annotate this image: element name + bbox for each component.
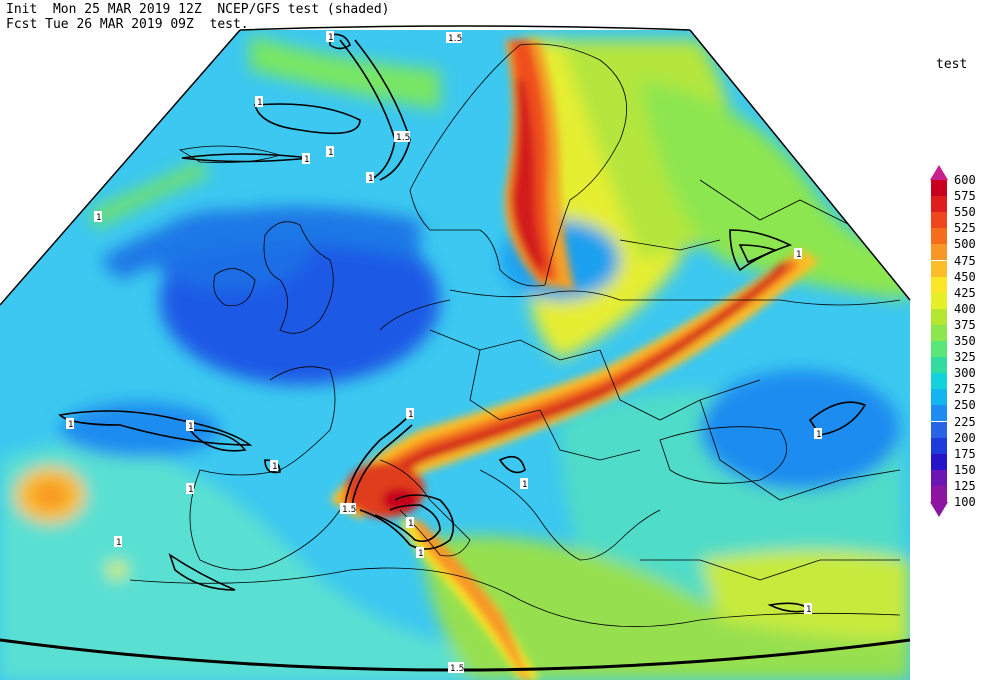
legend-swatch	[931, 244, 947, 261]
legend-swatch	[931, 453, 947, 470]
legend-swatch	[931, 324, 947, 341]
legend-swatch	[931, 485, 947, 502]
contour-label-group: 1.5 1 1 1 1 1.5 1 1 1 1 1 1 1 1 1 1 1.5 …	[66, 31, 822, 674]
legend-label: 125	[954, 478, 976, 493]
svg-text:1: 1	[68, 420, 74, 430]
contour-label: 1	[302, 153, 310, 165]
legend-swatch	[931, 389, 947, 406]
legend-label: 150	[954, 462, 976, 477]
legend-swatch	[931, 212, 947, 229]
svg-text:1: 1	[257, 98, 263, 108]
color-legend: 600 575 550 525 500 475 450 425 400 375 350 325 300 2…	[930, 165, 1000, 517]
legend-label: 400	[954, 301, 976, 316]
legend-swatch	[931, 276, 947, 293]
legend-swatch	[931, 469, 947, 486]
legend-label: 575	[954, 189, 976, 204]
legend-label: 475	[954, 253, 976, 268]
contour-label: 1	[326, 146, 334, 158]
contour-label: 1	[255, 96, 263, 108]
svg-text:1: 1	[806, 605, 812, 615]
legend-swatch	[931, 373, 947, 390]
legend-bottom-arrow	[930, 502, 948, 517]
contour-label: 1	[270, 460, 278, 472]
svg-text:1: 1	[188, 485, 194, 495]
contour-label: 1	[794, 248, 802, 260]
legend-title: test	[936, 57, 968, 72]
legend-swatch	[931, 292, 947, 309]
svg-text:1.5: 1.5	[342, 505, 356, 515]
contour-label: 1	[804, 603, 812, 615]
contour-label: 1	[366, 172, 374, 184]
svg-text:1.5: 1.5	[450, 664, 464, 674]
legend-swatch	[931, 437, 947, 454]
svg-text:1: 1	[418, 549, 424, 559]
legend-label: 500	[954, 237, 976, 252]
contour-label: 1.5	[446, 32, 462, 44]
svg-text:1: 1	[796, 250, 802, 260]
contour-label: 1	[186, 483, 194, 495]
svg-text:1: 1	[368, 174, 374, 184]
svg-text:1: 1	[116, 538, 122, 548]
legend-swatch	[931, 260, 947, 277]
legend-label: 300	[954, 366, 976, 381]
legend-swatch	[931, 196, 947, 213]
svg-text:1.5: 1.5	[448, 34, 462, 44]
legend-label: 350	[954, 334, 976, 348]
contour-label: 1	[114, 536, 122, 548]
svg-text:1: 1	[408, 519, 414, 529]
legend-label: 250	[954, 398, 976, 413]
forecast-line: Fcst Tue 26 MAR 2019 09Z test.	[6, 17, 249, 32]
contour-label: 1.5	[448, 662, 464, 674]
contour-label: 1	[814, 428, 822, 440]
legend-label: 425	[954, 285, 976, 300]
contour-label: 1.5	[394, 131, 410, 143]
contour-label: 1	[520, 478, 528, 490]
legend-label: 450	[954, 269, 976, 284]
svg-text:1: 1	[816, 430, 822, 440]
legend-label: 600	[954, 173, 976, 187]
legend-label: 225	[954, 414, 976, 429]
legend-label: 550	[954, 205, 976, 220]
svg-text:1: 1	[188, 422, 194, 432]
legend-swatch	[931, 405, 947, 422]
legend-swatch	[931, 228, 947, 245]
svg-text:1: 1	[522, 480, 528, 490]
contour-label: 1	[406, 517, 414, 529]
contour-label: 1	[326, 31, 334, 43]
legend-label: 200	[954, 430, 976, 445]
contour-label: 1	[406, 408, 414, 420]
legend-swatch	[931, 341, 947, 358]
legend-top-arrow	[930, 165, 948, 180]
legend-swatch	[931, 308, 947, 325]
svg-text:1: 1	[328, 33, 334, 43]
legend-swatch	[931, 180, 947, 197]
svg-text:1: 1	[408, 410, 414, 420]
legend-label: 175	[954, 446, 976, 461]
legend-swatch	[931, 421, 947, 438]
init-line: Init Mon 25 MAR 2019 12Z NCEP/GFS test (…	[6, 2, 390, 17]
contour-label: 1	[66, 418, 74, 430]
legend-label: 525	[954, 221, 976, 236]
contour-label: 1	[186, 420, 194, 432]
contour-label: 1	[416, 547, 424, 559]
legend-label: 100	[954, 495, 976, 509]
legend-label: 275	[954, 382, 976, 397]
svg-text:1: 1	[328, 148, 334, 158]
coastlines	[129, 43, 901, 628]
svg-text:1: 1	[272, 462, 278, 472]
contour-label: 1.5	[340, 503, 356, 515]
svg-text:1: 1	[96, 213, 102, 223]
legend-swatch	[931, 357, 947, 374]
svg-text:1: 1	[304, 155, 310, 165]
contour-label: 1	[94, 211, 102, 223]
legend-label: 375	[954, 317, 976, 332]
legend-label: 325	[954, 350, 976, 365]
svg-text:1.5: 1.5	[396, 133, 410, 143]
